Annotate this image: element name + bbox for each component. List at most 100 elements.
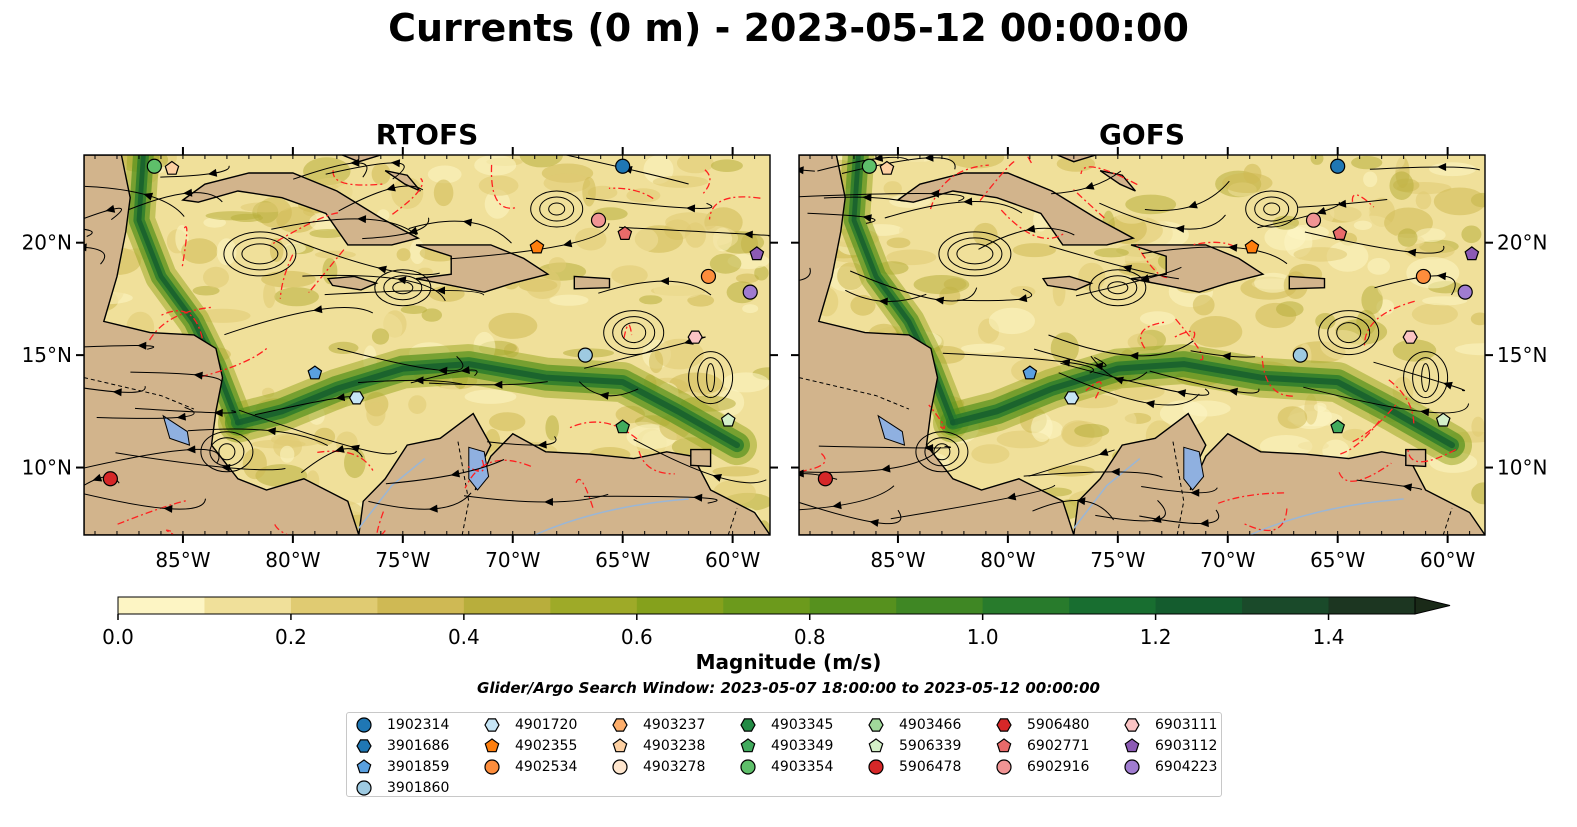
pentagon-marker-icon xyxy=(612,738,628,753)
legend-label: 5906478 xyxy=(899,759,962,775)
colorbar-cell xyxy=(809,597,897,614)
legend-marker-4903345 xyxy=(740,718,756,732)
legend-label: 5906480 xyxy=(1027,717,1090,733)
x-tick-label: 75°W xyxy=(1090,548,1145,572)
legend-item: 6902771 xyxy=(995,736,1089,756)
float-marker-3901859 xyxy=(1022,365,1038,380)
legend-marker-6902916 xyxy=(996,759,1012,775)
legend-label: 5906339 xyxy=(899,738,962,754)
float-marker-6902916 xyxy=(1305,212,1322,228)
y-tick-label: 15°N xyxy=(1497,343,1547,367)
colorbar-tick-label: 0.0 xyxy=(102,625,134,649)
legend-marker-4903238 xyxy=(612,738,628,753)
legend-label: 4902534 xyxy=(515,759,578,775)
legend-item: 4903466 xyxy=(867,715,961,735)
float-marker-6903111 xyxy=(687,330,703,344)
legend-marker-6903111 xyxy=(1124,718,1140,732)
colorbar-cell xyxy=(1328,597,1416,614)
x-tick-label: 80°W xyxy=(980,548,1035,572)
float-marker-6904223 xyxy=(742,284,758,300)
pentagon-marker-icon xyxy=(356,759,372,774)
float-marker-4903354 xyxy=(146,158,162,174)
legend-item: 4903354 xyxy=(739,757,833,777)
float-marker-6903112 xyxy=(749,246,765,261)
colorbar-cell xyxy=(204,597,292,614)
pentagon-marker-icon xyxy=(740,738,756,753)
legend-item: 6902916 xyxy=(995,757,1089,777)
circle-marker-icon xyxy=(740,759,756,775)
x-tick-label: 60°W xyxy=(705,548,760,572)
legend-label: 3901860 xyxy=(387,780,450,796)
colorbar-cell xyxy=(1242,597,1330,614)
legend-label: 4903354 xyxy=(771,759,834,775)
float-marker-4903354 xyxy=(861,158,877,174)
legend-label: 6904223 xyxy=(1155,759,1218,775)
legend-label: 4903349 xyxy=(771,738,834,754)
x-tick-label: 85°W xyxy=(870,548,925,572)
panel-title-gofs: GOFS xyxy=(1098,118,1186,151)
float-marker-4903349 xyxy=(615,419,631,434)
legend-marker-6904223 xyxy=(1124,759,1140,775)
float-marker-6902916 xyxy=(590,212,607,228)
circle-marker-icon xyxy=(484,759,500,775)
float-marker-4901720 xyxy=(348,391,365,405)
legend-marker-6903112 xyxy=(1124,738,1140,753)
colorbar-tick-label: 0.8 xyxy=(794,625,826,649)
legend-item: 6903111 xyxy=(1123,715,1217,735)
legend-item: 4903278 xyxy=(611,757,705,777)
float-marker-4901720 xyxy=(1063,391,1080,405)
legend-marker-6902771 xyxy=(996,738,1012,753)
y-tick-label: 20°N xyxy=(1497,231,1547,255)
circle-marker-icon xyxy=(1124,759,1140,775)
legend-item: 3901860 xyxy=(355,778,449,798)
legend-label: 3901686 xyxy=(387,738,450,754)
y-tick-label: 15°N xyxy=(22,343,72,367)
hexagon-marker-icon xyxy=(484,718,500,732)
colorbar-tick-label: 0.6 xyxy=(621,625,653,649)
colorbar-cell xyxy=(1069,597,1157,614)
float-marker-6902771 xyxy=(617,225,633,240)
legend-marker-5906480 xyxy=(996,718,1012,732)
float-marker-1902314 xyxy=(1330,158,1346,174)
legend-label: 3901859 xyxy=(387,759,450,775)
legend-marker-4903466 xyxy=(868,718,884,732)
legend-marker-4903278 xyxy=(612,759,628,775)
colorbar-extend-arrow xyxy=(1414,596,1451,615)
float-marker-4902355 xyxy=(529,239,545,254)
float-marker-4903238 xyxy=(164,160,180,175)
axis-ticks: 85°W 80°W 75°W 70°W 65°W 60°W 10°N 15°N 20°N 85°W… xyxy=(22,147,1547,572)
legend-marker-4902534 xyxy=(484,759,500,775)
float-marker-1902314 xyxy=(615,158,631,174)
float-marker-6903111 xyxy=(1402,330,1418,344)
legend-marker-4903237 xyxy=(612,718,628,732)
colorbar-cell xyxy=(118,597,205,614)
legend-item: 5906339 xyxy=(867,736,961,756)
legend-label: 6902916 xyxy=(1027,759,1090,775)
legend-marker-3901860 xyxy=(356,780,372,796)
float-marker-4902534 xyxy=(1415,268,1432,285)
colorbar: 0.0 0.2 0.4 0.6 0.8 1.0 1.2 1.4 xyxy=(102,596,1451,649)
legend-marker-5906478 xyxy=(868,759,884,775)
colorbar-cell xyxy=(982,597,1070,614)
map-frame-rtofs xyxy=(83,154,771,536)
pentagon-marker-icon xyxy=(996,738,1012,753)
legend-item: 5906478 xyxy=(867,757,961,777)
pentagon-marker-icon xyxy=(868,738,884,753)
x-tick-label: 65°W xyxy=(1310,548,1365,572)
legend-item: 6903112 xyxy=(1123,736,1217,756)
hexagon-marker-icon xyxy=(612,718,628,732)
float-marker-3901860 xyxy=(577,347,593,363)
y-tick-label: 10°N xyxy=(22,456,72,480)
float-marker-4902534 xyxy=(700,268,717,285)
map-panels: 85°W 80°W 75°W 70°W 65°W 60°W 10°N 15°N 20°N 85°W… xyxy=(22,147,1547,572)
hexagon-marker-icon xyxy=(740,718,756,732)
x-tick-label: 65°W xyxy=(595,548,650,572)
map-frame-gofs xyxy=(798,154,1486,536)
x-tick-label: 70°W xyxy=(1200,548,1255,572)
circle-marker-icon xyxy=(356,780,372,796)
colorbar-tick-label: 0.4 xyxy=(448,625,480,649)
colorbar-label: Magnitude (m/s) xyxy=(695,650,882,674)
legend-marker-3901686 xyxy=(356,739,372,753)
legend-marker-5906339 xyxy=(868,738,884,753)
legend-item: 6904223 xyxy=(1123,757,1217,777)
